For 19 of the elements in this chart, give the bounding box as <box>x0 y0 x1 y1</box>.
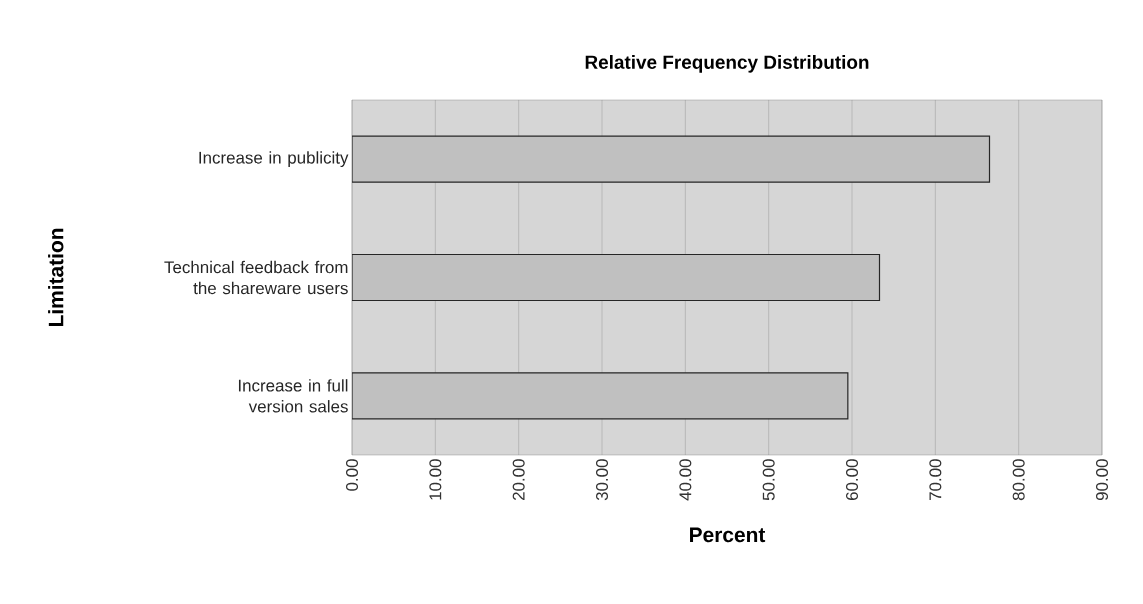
x-tick-label: 20.00 <box>512 459 525 501</box>
x-axis-title: Percent <box>690 527 766 543</box>
x-tick-label: 80.00 <box>1012 459 1025 501</box>
y-axis-title: Limitation <box>48 228 64 327</box>
x-tick-label: 70.00 <box>929 459 942 501</box>
x-tick-label: 50.00 <box>762 459 775 501</box>
bar <box>352 253 881 302</box>
x-tick-label: 90.00 <box>1096 459 1109 501</box>
bar <box>352 135 991 183</box>
y-tick-label: Increase in publicity <box>199 151 349 168</box>
x-tick-label: 30.00 <box>596 459 609 501</box>
x-tick-label: 10.00 <box>429 459 442 500</box>
x-tick-label: 40.00 <box>679 459 692 501</box>
x-tick-label: 60.00 <box>846 459 859 501</box>
chart-title: Relative Frequency Distribution <box>585 55 869 73</box>
x-tick-label: 0.00 <box>346 459 359 491</box>
y-tick-label: Technical feedback from the shareware users <box>164 260 348 295</box>
y-tick-label: Increase in full version sales <box>238 379 348 413</box>
bar <box>352 372 849 420</box>
